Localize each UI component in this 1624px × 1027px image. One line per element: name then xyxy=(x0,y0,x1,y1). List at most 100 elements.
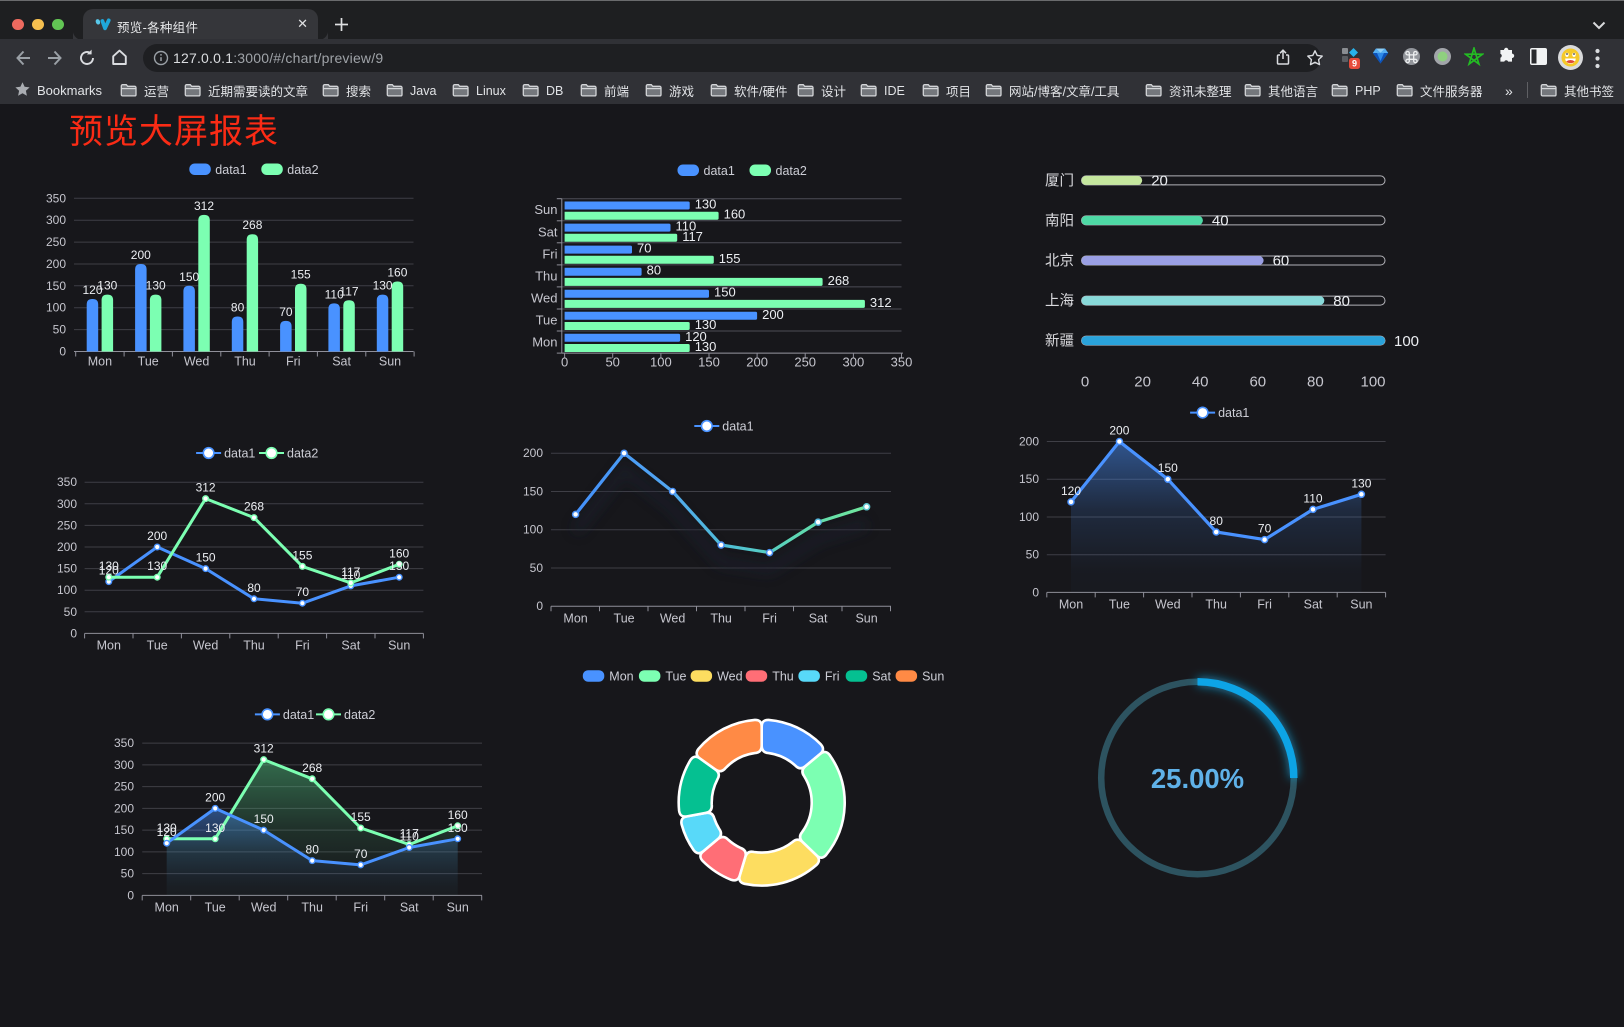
svg-text:300: 300 xyxy=(46,213,66,227)
svg-text:130: 130 xyxy=(695,197,717,212)
svg-text:50: 50 xyxy=(53,323,67,337)
svg-text:0: 0 xyxy=(561,355,568,370)
svg-text:Wed: Wed xyxy=(531,291,558,306)
svg-text:data1: data1 xyxy=(283,708,314,722)
svg-text:160: 160 xyxy=(724,207,746,222)
svg-text:50: 50 xyxy=(121,867,135,881)
svg-text:312: 312 xyxy=(254,742,274,756)
svg-text:268: 268 xyxy=(244,500,264,514)
svg-text:120: 120 xyxy=(685,329,707,344)
svg-text:200: 200 xyxy=(205,790,225,804)
svg-text:350: 350 xyxy=(114,736,134,750)
svg-text:80: 80 xyxy=(231,301,245,315)
svg-text:130: 130 xyxy=(97,279,117,293)
svg-text:Tue: Tue xyxy=(665,670,686,684)
svg-text:200: 200 xyxy=(131,248,151,262)
svg-text:300: 300 xyxy=(114,758,134,772)
svg-text:data1: data1 xyxy=(215,163,246,177)
svg-text:0: 0 xyxy=(127,888,134,902)
svg-text:Tue: Tue xyxy=(147,639,168,653)
svg-text:北京: 北京 xyxy=(1045,253,1074,270)
svg-text:268: 268 xyxy=(302,761,322,775)
svg-text:Tue: Tue xyxy=(614,612,635,626)
svg-text:110: 110 xyxy=(341,568,360,582)
svg-text:Wed: Wed xyxy=(660,612,686,626)
svg-text:Fri: Fri xyxy=(762,612,777,626)
svg-text:60: 60 xyxy=(1249,374,1266,391)
svg-text:Fri: Fri xyxy=(825,670,840,684)
svg-text:data1: data1 xyxy=(722,420,753,434)
svg-text:155: 155 xyxy=(291,268,311,282)
svg-text:20: 20 xyxy=(1151,173,1168,190)
svg-text:上海: 上海 xyxy=(1045,293,1074,310)
svg-text:100: 100 xyxy=(46,301,66,315)
svg-text:150: 150 xyxy=(1158,461,1178,475)
svg-text:200: 200 xyxy=(57,540,77,554)
svg-text:150: 150 xyxy=(114,823,134,837)
svg-text:Mon: Mon xyxy=(1059,598,1083,612)
svg-text:200: 200 xyxy=(1109,424,1129,438)
svg-text:Sat: Sat xyxy=(1304,598,1323,612)
svg-text:80: 80 xyxy=(1210,514,1224,528)
svg-text:312: 312 xyxy=(196,481,216,495)
svg-text:130: 130 xyxy=(695,317,717,332)
svg-text:60: 60 xyxy=(1273,253,1290,270)
svg-text:200: 200 xyxy=(147,529,167,543)
svg-text:110: 110 xyxy=(1303,491,1322,505)
svg-text:312: 312 xyxy=(870,295,892,310)
svg-text:Wed: Wed xyxy=(251,901,277,915)
svg-text:20: 20 xyxy=(1134,374,1151,391)
svg-text:150: 150 xyxy=(46,279,66,293)
svg-text:Sun: Sun xyxy=(1350,598,1372,612)
svg-text:155: 155 xyxy=(719,251,741,266)
svg-text:Fri: Fri xyxy=(1257,598,1272,612)
svg-text:100: 100 xyxy=(1019,510,1039,524)
svg-text:120: 120 xyxy=(157,825,177,839)
svg-text:268: 268 xyxy=(242,218,262,232)
svg-text:Tue: Tue xyxy=(536,313,558,328)
svg-text:130: 130 xyxy=(205,821,225,835)
svg-text:70: 70 xyxy=(1258,522,1272,536)
svg-text:250: 250 xyxy=(794,355,816,370)
svg-text:130: 130 xyxy=(99,559,119,573)
svg-text:150: 150 xyxy=(57,562,77,576)
svg-text:Sat: Sat xyxy=(809,612,828,626)
svg-text:Thu: Thu xyxy=(301,901,323,915)
svg-text:Thu: Thu xyxy=(243,639,265,653)
svg-text:250: 250 xyxy=(114,780,134,794)
svg-text:Sun: Sun xyxy=(388,639,410,653)
svg-text:data1: data1 xyxy=(1218,406,1249,420)
svg-text:Fri: Fri xyxy=(542,246,557,261)
svg-text:110: 110 xyxy=(676,219,697,234)
svg-text:100: 100 xyxy=(1394,333,1419,350)
svg-text:150: 150 xyxy=(1019,472,1039,486)
svg-text:200: 200 xyxy=(46,257,66,271)
svg-text:预览大屏报表: 预览大屏报表 xyxy=(69,113,279,151)
svg-text:50: 50 xyxy=(1026,548,1040,562)
svg-text:Sun: Sun xyxy=(447,901,469,915)
svg-text:Fri: Fri xyxy=(286,355,301,369)
svg-text:110: 110 xyxy=(400,830,419,844)
svg-text:117: 117 xyxy=(339,284,358,298)
svg-text:130: 130 xyxy=(695,339,717,354)
svg-text:130: 130 xyxy=(448,821,468,835)
svg-text:200: 200 xyxy=(114,801,134,815)
svg-text:100: 100 xyxy=(57,583,77,597)
svg-text:117: 117 xyxy=(682,229,703,244)
svg-text:117: 117 xyxy=(341,565,360,579)
svg-text:200: 200 xyxy=(523,446,543,460)
svg-text:70: 70 xyxy=(354,847,368,861)
svg-text:Wed: Wed xyxy=(184,355,210,369)
svg-text:Wed: Wed xyxy=(193,639,219,653)
svg-text:data2: data2 xyxy=(344,708,375,722)
svg-text:Mon: Mon xyxy=(88,355,112,369)
svg-text:150: 150 xyxy=(196,551,216,565)
svg-text:Sat: Sat xyxy=(341,639,360,653)
svg-text:80: 80 xyxy=(247,581,261,595)
svg-text:data2: data2 xyxy=(287,447,318,461)
svg-text:120: 120 xyxy=(82,283,102,297)
svg-text:Tue: Tue xyxy=(1109,598,1130,612)
svg-text:300: 300 xyxy=(57,497,77,511)
svg-text:350: 350 xyxy=(57,475,77,489)
svg-text:160: 160 xyxy=(448,808,468,822)
